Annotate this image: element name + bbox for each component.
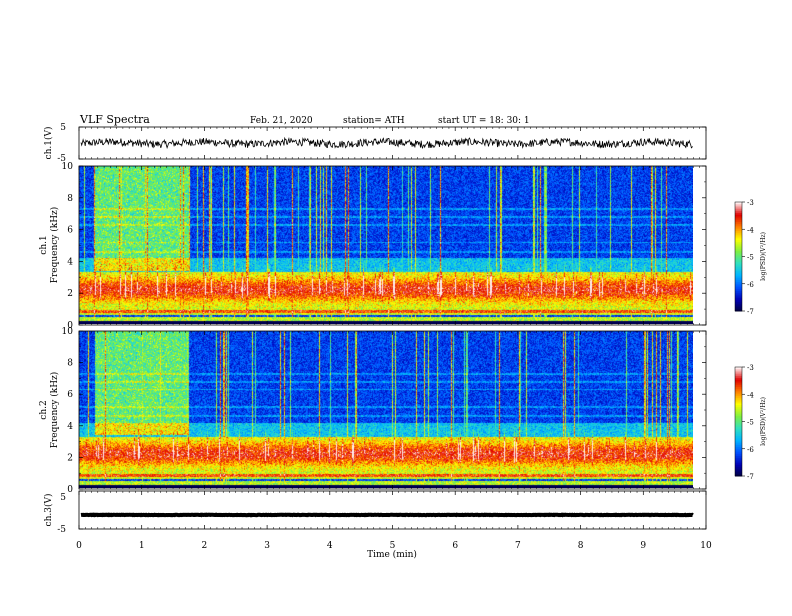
- ch1-colorbar-tick--4: -4: [747, 226, 754, 234]
- ch2-spectrogram-image: [79, 331, 693, 488]
- ch1-waveform-panel: 5 -5 ch.1(V): [43, 123, 707, 164]
- x-tick-label-6: 6: [452, 541, 458, 551]
- start-time-label: start UT = 18: 30: 1: [438, 116, 530, 126]
- ch1-ytick-2: 2: [67, 289, 73, 299]
- ch1-ytick-10: 10: [62, 162, 74, 172]
- ch1-spectrogram-ylabel-line1: ch.1: [39, 235, 49, 254]
- ch2-colorbar-tick--6: -6: [747, 446, 754, 454]
- ch3-waveform-frame: [78, 490, 707, 530]
- ch2-colorbar-tick--3: -3: [747, 364, 754, 372]
- ch2-colorbar: -3 -4 -5 -6 -7 log(PSD)(V²/Hz): [734, 364, 767, 481]
- ch2-colorbar-tick--5: -5: [747, 419, 754, 427]
- ch1-spectrogram-image: [79, 166, 693, 324]
- ch1-spectrogram-ylabel-line2: Frequency (kHz): [49, 207, 60, 284]
- ch2-ytick-10: 10: [62, 327, 74, 337]
- ch1-ytick-4: 4: [67, 257, 73, 267]
- ch1-colorbar-tick--5: -5: [747, 254, 754, 262]
- x-tick-label-4: 4: [327, 541, 333, 551]
- x-tick-label-9: 9: [640, 541, 646, 551]
- ch1-ytick-bottom: -5: [57, 154, 66, 164]
- time-axis: 0 1 2 3 4 5 6 7 8 9 10: [76, 127, 712, 551]
- x-tick-label-1: 1: [139, 541, 145, 551]
- ch3-trace-line: [80, 512, 694, 518]
- x-tick-label-7: 7: [515, 541, 521, 551]
- ch2-spectrogram-ylabel-line2: Frequency (kHz): [49, 372, 60, 449]
- ch1-ytick-0: 0: [67, 321, 73, 331]
- station-label: station= ATH: [343, 116, 405, 126]
- ch2-spectrogram-panel: 0 2 4 6 8 10 ch.2 Frequency (kHz): [39, 327, 707, 495]
- x-tick-label-8: 8: [578, 541, 584, 551]
- ch1-colorbar-label: log(PSD)(V²/Hz): [760, 232, 767, 281]
- ch1-waveform-trace: [79, 126, 706, 160]
- ch1-spectrogram-yaxis: 0 2 4 6 8 10: [62, 162, 706, 331]
- ch1-colorbar-tick--3: -3: [747, 199, 754, 207]
- ch3-waveform-trace: [79, 490, 706, 530]
- x-tick-label-2: 2: [202, 541, 208, 551]
- x-tick-label-10: 10: [700, 541, 712, 551]
- ch3-waveform-ylabel: ch.3(V): [43, 494, 54, 527]
- x-axis-label: Time (min): [367, 549, 417, 560]
- ch1-ytick-6: 6: [67, 226, 73, 236]
- ch1-ytick-8: 8: [67, 194, 73, 204]
- ch1-ytick-top: 5: [60, 123, 66, 133]
- ch2-spectrogram-yaxis: 0 2 4 6 8 10: [62, 327, 706, 495]
- ch1-trace-line: [80, 136, 694, 149]
- ch3-ytick-bottom: -5: [57, 525, 66, 535]
- ch2-ytick-4: 4: [67, 422, 73, 432]
- ch2-colorbar-tick--7: -7: [747, 473, 754, 481]
- ch2-spectrogram-ylabel-line1: ch.2: [39, 400, 49, 419]
- ch1-colorbar-tick--6: -6: [747, 281, 754, 289]
- figure-title: VLF Spectra: [79, 113, 150, 126]
- ch3-ytick-top: 5: [60, 493, 66, 503]
- ch2-colorbar-tick--4: -4: [747, 391, 754, 399]
- ch1-colorbar-tick--7: -7: [747, 308, 754, 316]
- x-tick-label-3: 3: [264, 541, 270, 551]
- ch2-ytick-0: 0: [67, 485, 73, 495]
- ch2-ytick-2: 2: [67, 453, 73, 463]
- x-tick-label-0: 0: [76, 541, 82, 551]
- ch2-colorbar-label: log(PSD)(V²/Hz): [760, 397, 767, 446]
- ch1-waveform-ylabel: ch.1(V): [43, 127, 54, 160]
- ch2-ytick-8: 8: [67, 359, 73, 369]
- x-tick-label-5: 5: [390, 541, 396, 551]
- ch1-colorbar: -3 -4 -5 -6 -7 log(PSD)(V²/Hz): [734, 199, 767, 316]
- ch2-ytick-6: 6: [67, 390, 73, 400]
- ch1-spectrogram-panel: 0 2 4 6 8 10 ch.1 Frequency (kHz): [39, 162, 707, 331]
- date-label: Feb. 21, 2020: [250, 116, 313, 126]
- ch3-waveform-panel: 5 -5 ch.3(V): [43, 490, 707, 535]
